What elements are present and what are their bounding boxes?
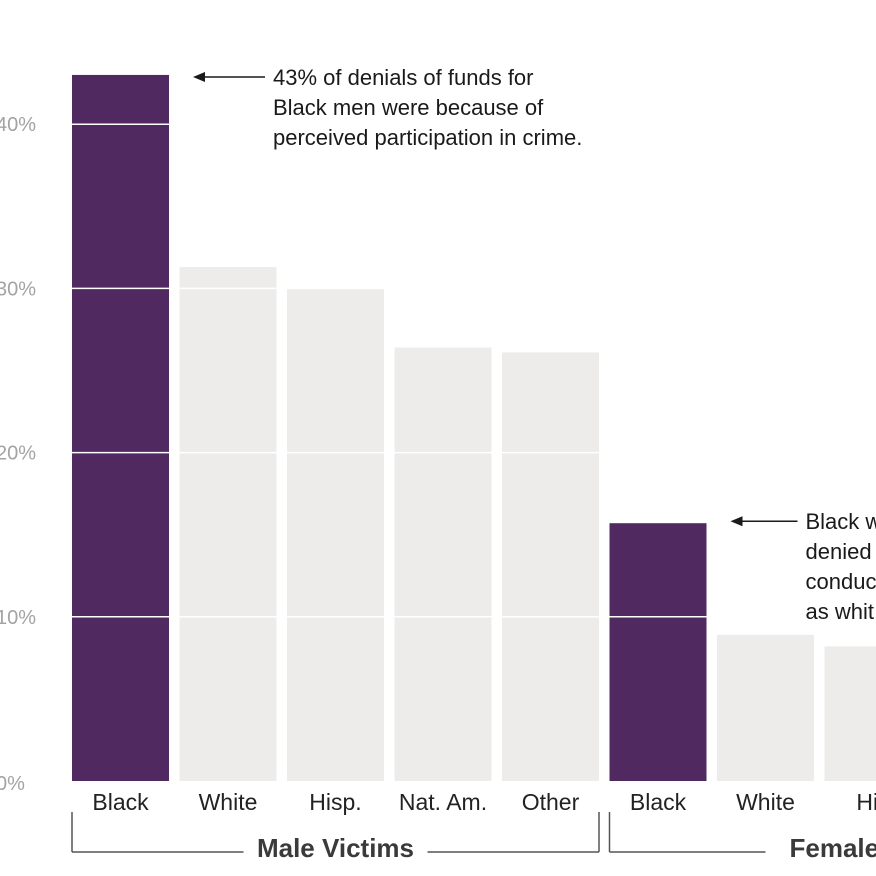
bar-2 [179,267,277,782]
annotation-line: Black men were because of [273,95,544,120]
annotation-line: conduc [806,569,876,594]
y-tick-label: 10% [0,607,36,629]
category-label: Black [92,789,149,815]
bars [72,74,876,782]
bar-8 [824,646,876,781]
y-tick-label: 20% [0,443,36,465]
category-label: White [736,789,795,815]
annotation-arrow [193,71,265,82]
y-tick-label: 0% [0,773,25,795]
category-label: Black [630,789,687,815]
annotation-line: Black w [806,509,876,534]
group-label: Male Victims [257,833,414,863]
gridlines [0,123,876,618]
category-label: White [199,789,258,815]
annotation-line: denied [806,539,872,564]
bar-6 [609,523,707,781]
y-axis-ticks: 0% 10% 20% 30% 40% [0,114,36,795]
bar-5 [502,352,599,781]
annotation-line: perceived participation in crime. [273,125,582,150]
y-tick-label: 30% [0,278,36,300]
annotations: 43% of denials of funds for Black men wer… [193,65,876,624]
group-label: Female [790,833,876,863]
bar-1 [72,74,169,781]
category-label: His [856,789,876,815]
group-brackets: Male Victims Female [71,812,876,863]
y-tick-label: 40% [0,114,36,136]
bar-7 [717,634,814,781]
category-label: Nat. Am. [399,789,487,815]
bar-3 [287,288,384,781]
annotation-line: 43% of denials of funds for [273,65,534,90]
category-label: Other [522,789,580,815]
category-labels: Black White Hisp. Nat. Am. Other Black White Hi… [92,789,876,815]
annotation-arrow [730,516,798,527]
bar-4 [394,347,492,781]
category-label: Hisp. [309,789,361,815]
annotation-line: as whit [806,599,874,624]
